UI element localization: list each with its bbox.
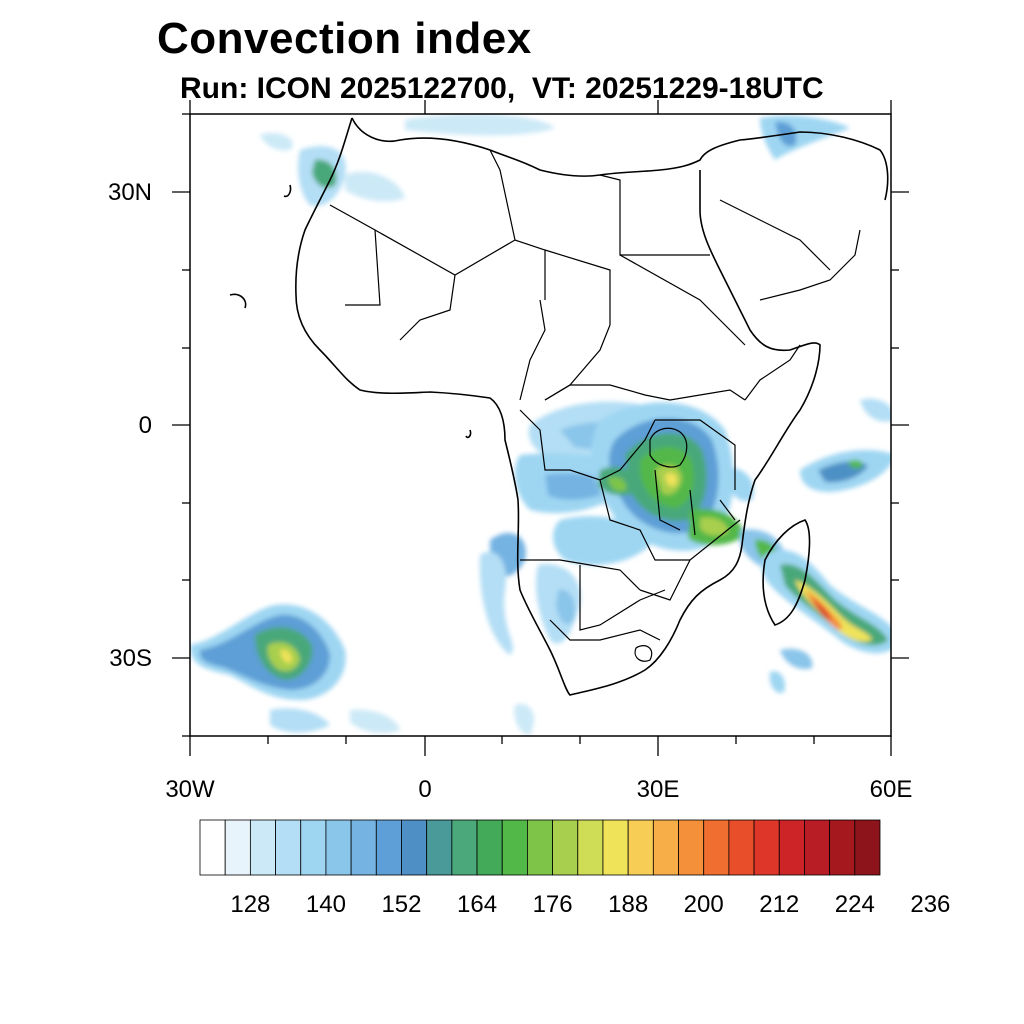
colorbar-box: [275, 819, 302, 876]
colorbar-box: [375, 819, 402, 876]
colorbar-box: [476, 819, 503, 876]
colorbar-label: 152: [381, 891, 421, 918]
colorbar-box: [602, 819, 629, 876]
lat-label-30n: 30N: [108, 179, 152, 206]
colorbar-box: [501, 819, 528, 876]
chart-title: Convection index: [157, 14, 532, 63]
lon-label-60e: 60E: [870, 776, 913, 803]
colorbar-label: 212: [759, 891, 799, 918]
colorbar-box: [426, 819, 453, 876]
coastlines: [229, 117, 889, 696]
lon-label-30e: 30E: [637, 776, 680, 803]
colorbar-box: [678, 819, 705, 876]
convection-field: [190, 114, 891, 735]
country-borders: [329, 149, 861, 662]
colorbar-box: [728, 819, 755, 876]
colorbar-box: [249, 819, 276, 876]
colorbar-box: [829, 819, 856, 876]
colorbar-box: [854, 819, 881, 876]
chart-subtitle: Run: ICON 2025122700, VT: 20251229-18UTC: [180, 72, 824, 105]
lon-label-30w: 30W: [165, 776, 215, 803]
colorbar-box: [199, 819, 226, 876]
colorbar-label: 200: [684, 891, 724, 918]
axis-ticks: [172, 100, 909, 756]
colorbar-label: 164: [457, 891, 497, 918]
colorbar-box: [753, 819, 780, 876]
colorbar-box: [627, 819, 654, 876]
colorbar-label: 140: [306, 891, 346, 918]
colorbar-label: 224: [835, 891, 875, 918]
lat-label-0: 0: [139, 412, 152, 439]
colorbar-box: [325, 819, 352, 876]
colorbar: [199, 819, 881, 876]
colorbar-label: 128: [230, 891, 270, 918]
colorbar-label: 236: [910, 891, 950, 918]
colorbar-box: [703, 819, 730, 876]
colorbar-box: [224, 819, 251, 876]
lon-label-0: 0: [418, 776, 431, 803]
lat-label-30s: 30S: [109, 645, 152, 672]
colorbar-box: [552, 819, 579, 876]
colorbar-box: [804, 819, 831, 876]
colorbar-box: [401, 819, 428, 876]
colorbar-box: [451, 819, 478, 876]
colorbar-label: 176: [533, 891, 573, 918]
colorbar-label: 188: [608, 891, 648, 918]
colorbar-box: [527, 819, 553, 876]
colorbar-box: [652, 819, 679, 876]
colorbar-box: [778, 819, 805, 876]
colorbar-box: [300, 819, 327, 876]
colorbar-box: [350, 819, 377, 876]
colorbar-box: [577, 819, 604, 876]
colorbar-labels: 128 140 152 164 176 188 200 212 224 236: [230, 891, 950, 918]
